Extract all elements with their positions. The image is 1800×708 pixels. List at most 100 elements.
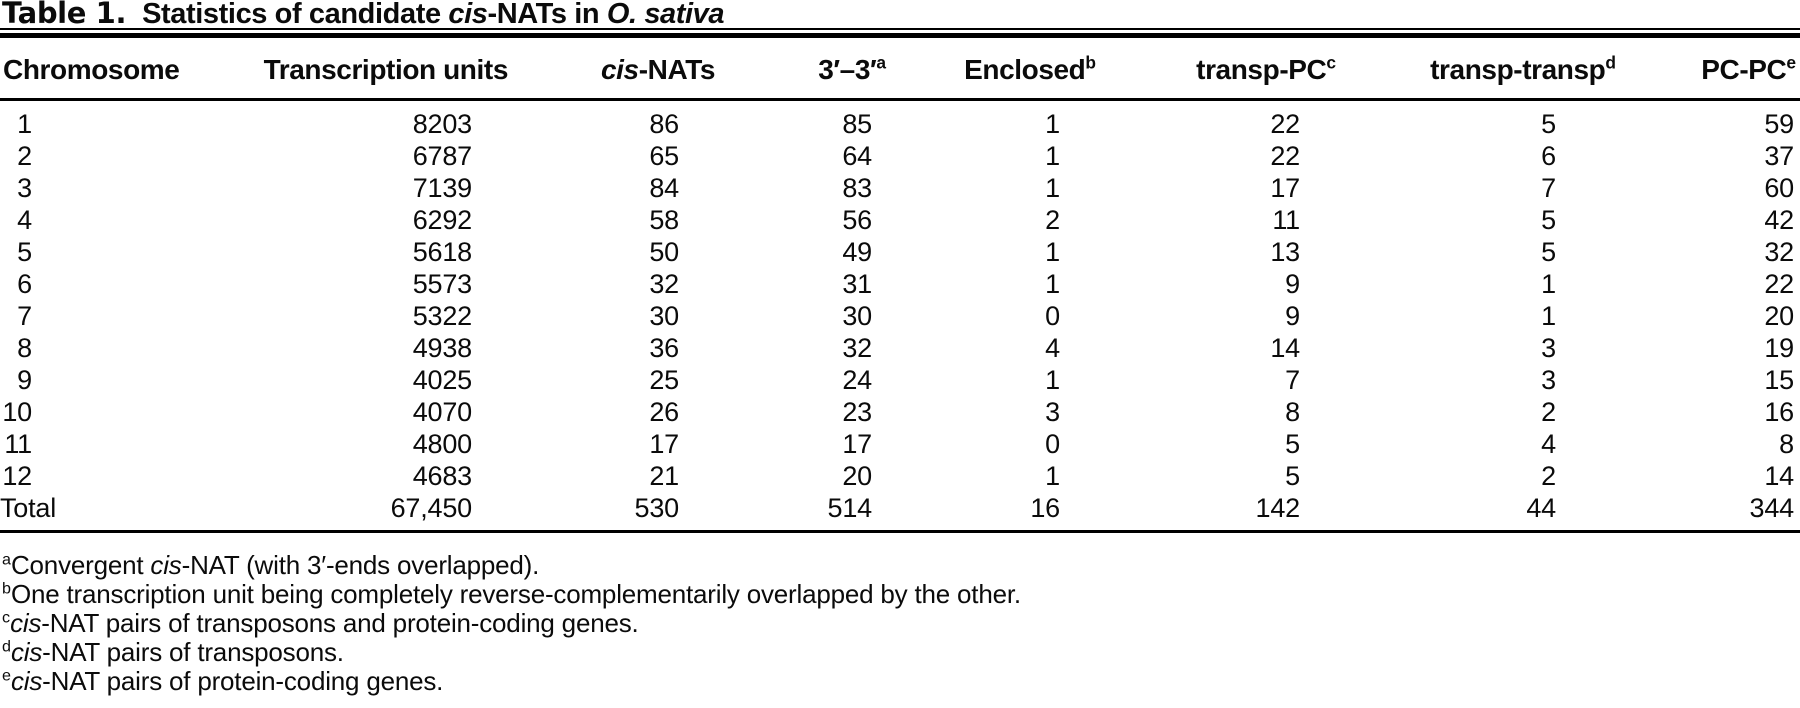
value-cell: 6 — [1541, 141, 1556, 171]
value-cell: 58 — [649, 205, 679, 235]
value-cell: 26 — [649, 397, 679, 427]
value-cell: 4070 — [412, 397, 472, 427]
value-cell: 30 — [649, 301, 679, 331]
value-cell: 344 — [1749, 493, 1795, 523]
row-label-cell: 11 — [0, 428, 180, 460]
italic-text: O. sativa — [606, 0, 725, 30]
table-body: 1 8203 86 85 1 22 5 59 2 6787 65 64 1 22 6 37 3 7139 84 83 1… — [0, 100, 1800, 532]
value-cell: 17 — [842, 429, 872, 459]
value-cell: 6787 — [412, 141, 472, 171]
text-segment: -NATs in — [487, 0, 607, 30]
table-row: 11 4800 17 17 0 5 4 8 — [0, 428, 1800, 460]
value-cell: 1 — [1045, 269, 1060, 299]
column-header-transcription-units: Transcription units — [180, 38, 512, 101]
value-cell: 0 — [1045, 301, 1060, 331]
row-label-cell: 2 — [0, 140, 180, 172]
statistics-table: Chromosome Transcription units cis-NATs 3′–… — [0, 38, 1800, 533]
value-cell: 5 — [1541, 205, 1556, 235]
superscript-marker: a — [2, 550, 11, 569]
row-label: 4 — [17, 205, 32, 235]
value-cell: 30 — [842, 301, 872, 331]
value-cell: 19 — [1764, 333, 1794, 363]
table-row: 4 6292 58 56 2 11 5 42 — [0, 204, 1800, 236]
value-cell: 1 — [1045, 141, 1060, 171]
text-segment: 3′–3′ — [818, 54, 877, 85]
value-cell: 5573 — [412, 269, 472, 299]
italic-text: cis — [10, 666, 43, 696]
row-label: 11 — [4, 429, 32, 459]
value-cell: 64 — [842, 141, 872, 171]
value-cell: 9 — [1285, 301, 1300, 331]
header-row: Chromosome Transcription units cis-NATs 3′–… — [0, 38, 1800, 101]
table-title: Table 1. Statistics of candidate cis-NATs… — [0, 0, 1800, 30]
value-cell: 36 — [649, 333, 679, 363]
column-header-chromosome: Chromosome — [0, 38, 180, 101]
value-cell: 50 — [649, 237, 679, 267]
value-cell: 4 — [1045, 333, 1060, 363]
italic-text: cis — [448, 0, 488, 30]
value-cell: 8 — [1779, 429, 1794, 459]
value-cell: 8203 — [412, 109, 472, 139]
italic-text: cis — [10, 637, 43, 667]
text-segment: transp-PC — [1196, 54, 1327, 85]
table-row: 7 5322 30 30 0 9 1 20 — [0, 300, 1800, 332]
value-cell: 1 — [1541, 269, 1556, 299]
row-label: 1 — [17, 109, 32, 139]
superscript-marker: d — [2, 637, 11, 656]
text-segment: Chromosome — [3, 54, 180, 85]
table-row: 6 5573 32 31 1 9 1 22 — [0, 268, 1800, 300]
row-label: 6 — [17, 269, 32, 299]
value-cell: 3 — [1541, 365, 1556, 395]
value-cell: 1 — [1045, 109, 1060, 139]
value-cell: 5 — [1541, 237, 1556, 267]
total-row: Total 67,450 530 514 16 142 44 344 — [0, 492, 1800, 532]
value-cell: 142 — [1255, 493, 1301, 523]
text-segment: -NAT pairs of transposons. — [42, 637, 344, 667]
value-cell: 25 — [649, 365, 679, 395]
table-row: 1 8203 86 85 1 22 5 59 — [0, 100, 1800, 141]
value-cell: 4800 — [412, 429, 472, 459]
value-cell: 42 — [1764, 205, 1794, 235]
table-row: 5 5618 50 49 1 13 5 32 — [0, 236, 1800, 268]
row-label: 2 — [17, 141, 32, 171]
row-label: 5 — [17, 237, 32, 267]
value-cell: 20 — [842, 461, 872, 491]
value-cell: 1 — [1045, 461, 1060, 491]
superscript-marker: b — [1085, 52, 1096, 73]
value-cell: 5322 — [412, 301, 472, 331]
value-cell: 1 — [1045, 365, 1060, 395]
value-cell: 60 — [1764, 173, 1794, 203]
text-segment: Enclosed — [964, 54, 1086, 85]
table-row: 12 4683 21 20 1 5 2 14 — [0, 460, 1800, 492]
value-cell: 5 — [1285, 429, 1300, 459]
text-segment: -NAT pairs of protein-coding genes. — [42, 666, 444, 696]
value-cell: 84 — [649, 173, 679, 203]
value-cell: 20 — [1764, 301, 1794, 331]
value-cell: 37 — [1764, 141, 1794, 171]
value-cell: 0 — [1045, 429, 1060, 459]
value-cell: 65 — [649, 141, 679, 171]
value-cell: 6292 — [412, 205, 472, 235]
value-cell: 16 — [1030, 493, 1060, 523]
text-segment: Transcription units — [263, 54, 509, 85]
footnote-c: ccis-NAT pairs of transposons and protei… — [2, 609, 1800, 638]
column-header-transp-transp: transp-transpd — [1340, 38, 1620, 101]
value-cell: 14 — [1764, 461, 1794, 491]
value-cell: 5618 — [412, 237, 472, 267]
value-cell: 3 — [1045, 397, 1060, 427]
text-segment: Statistics of candidate — [142, 0, 449, 30]
row-label-cell: 7 — [0, 300, 180, 332]
value-cell: 86 — [649, 109, 679, 139]
value-cell: 22 — [1764, 269, 1794, 299]
superscript-marker: e — [2, 666, 11, 685]
value-cell: 17 — [649, 429, 679, 459]
value-cell: 11 — [1272, 205, 1300, 235]
value-cell: 22 — [1270, 109, 1300, 139]
row-label: 7 — [17, 301, 32, 331]
column-header-pc-pc: PC-PCe — [1620, 38, 1800, 101]
value-cell: 32 — [1764, 237, 1794, 267]
footnote-e: ecis-NAT pairs of protein-coding genes. — [2, 667, 1800, 696]
row-label-cell: 5 — [0, 236, 180, 268]
value-cell: 5 — [1541, 109, 1556, 139]
